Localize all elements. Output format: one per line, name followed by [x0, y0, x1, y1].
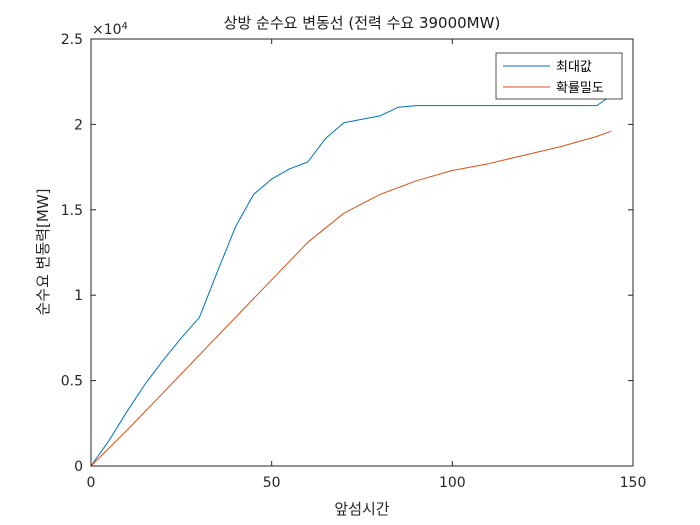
series-layer: [90, 94, 612, 467]
x-tick-label: 100: [439, 475, 466, 491]
legend: 최대값 확률밀도: [495, 52, 623, 100]
chart-title: 상방 순수요 변동선 (전력 수요 39000MW): [224, 14, 501, 32]
y-axis-label: 순수요 변동력[MW]: [34, 188, 52, 315]
y-tick-label: 2.5: [61, 32, 83, 48]
x-tick-label: 150: [620, 475, 647, 491]
series-line-0: [90, 94, 612, 467]
tick-layer: 0 50 100 150 0 0.5 1 1.5 2 2.5: [61, 32, 647, 491]
plot-area: [91, 39, 633, 466]
series-line-1: [90, 130, 612, 467]
y-exponent-power: 4: [122, 21, 128, 32]
x-axis-label: 앞섬시간: [334, 500, 389, 518]
y-tick-label: 1: [74, 288, 83, 304]
y-tick-label: 0: [74, 459, 83, 475]
y-tick-label: 0.5: [61, 374, 83, 390]
y-exponent-label: ×104: [92, 21, 128, 39]
y-exponent-base: ×10: [92, 22, 122, 38]
y-tick-label: 2: [74, 117, 83, 133]
y-tick-label: 1.5: [61, 203, 83, 219]
x-tick-label: 50: [263, 475, 281, 491]
legend-box: [495, 52, 623, 100]
plot-frame: [90, 38, 634, 467]
legend-label-max: 최대값: [556, 60, 592, 75]
x-tick-label: 0: [87, 475, 96, 491]
legend-label-density: 확률밀도: [556, 81, 604, 96]
